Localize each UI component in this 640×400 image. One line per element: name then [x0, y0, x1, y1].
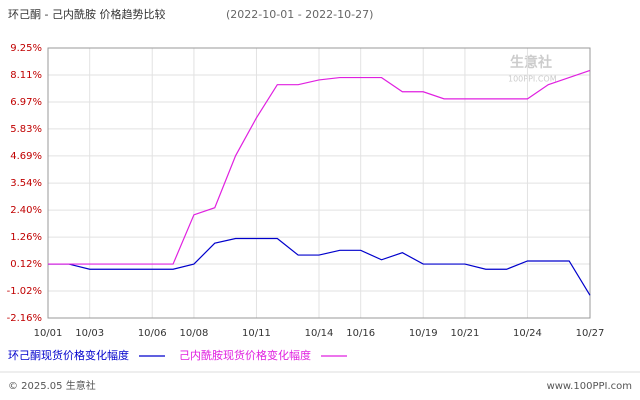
x-tick-label: 10/06 — [138, 328, 167, 339]
y-tick-label: 5.83% — [10, 124, 42, 135]
y-tick-label: 2.40% — [10, 205, 42, 216]
x-tick-label: 10/27 — [576, 328, 605, 339]
y-tick-label: 9.25% — [10, 43, 42, 54]
chart-title: 环己酮 - 己内酰胺 价格趋势比较 — [8, 7, 165, 21]
x-tick-label: 10/03 — [75, 328, 104, 339]
x-tick-label: 10/19 — [409, 328, 438, 339]
y-tick-label: 0.12% — [10, 259, 42, 270]
y-tick-label: 4.69% — [10, 151, 42, 162]
x-tick-label: 10/11 — [242, 328, 271, 339]
y-tick-label: 6.97% — [10, 97, 42, 108]
x-tick-label: 10/16 — [346, 328, 375, 339]
x-tick-label: 10/21 — [451, 328, 480, 339]
y-tick-label: 3.54% — [10, 178, 42, 189]
x-tick-label: 10/08 — [180, 328, 209, 339]
footer-right: www.100PPI.com — [547, 381, 632, 392]
x-tick-label: 10/01 — [34, 328, 63, 339]
y-tick-label: -2.16% — [7, 313, 42, 324]
x-tick-label: 10/14 — [305, 328, 334, 339]
series-line — [48, 237, 591, 296]
y-tick-label: 1.26% — [10, 232, 42, 243]
chart-subtitle: (2022-10-01 - 2022-10-27) — [226, 8, 373, 21]
watermark-sub: 100PPI.COM — [508, 75, 557, 84]
plot-border — [47, 47, 591, 319]
x-tick-label: 10/24 — [513, 328, 542, 339]
legend-label: 环己酮现货价格变化幅度 — [8, 348, 129, 362]
watermark: 生意社 — [510, 54, 552, 71]
y-tick-label: 8.11% — [10, 70, 42, 81]
series-line — [48, 69, 591, 265]
y-tick-label: -1.02% — [7, 286, 42, 297]
footer-left: © 2025.05 生意社 — [8, 379, 96, 392]
legend-label: 己内酰胺现货价格变化幅度 — [179, 348, 311, 362]
